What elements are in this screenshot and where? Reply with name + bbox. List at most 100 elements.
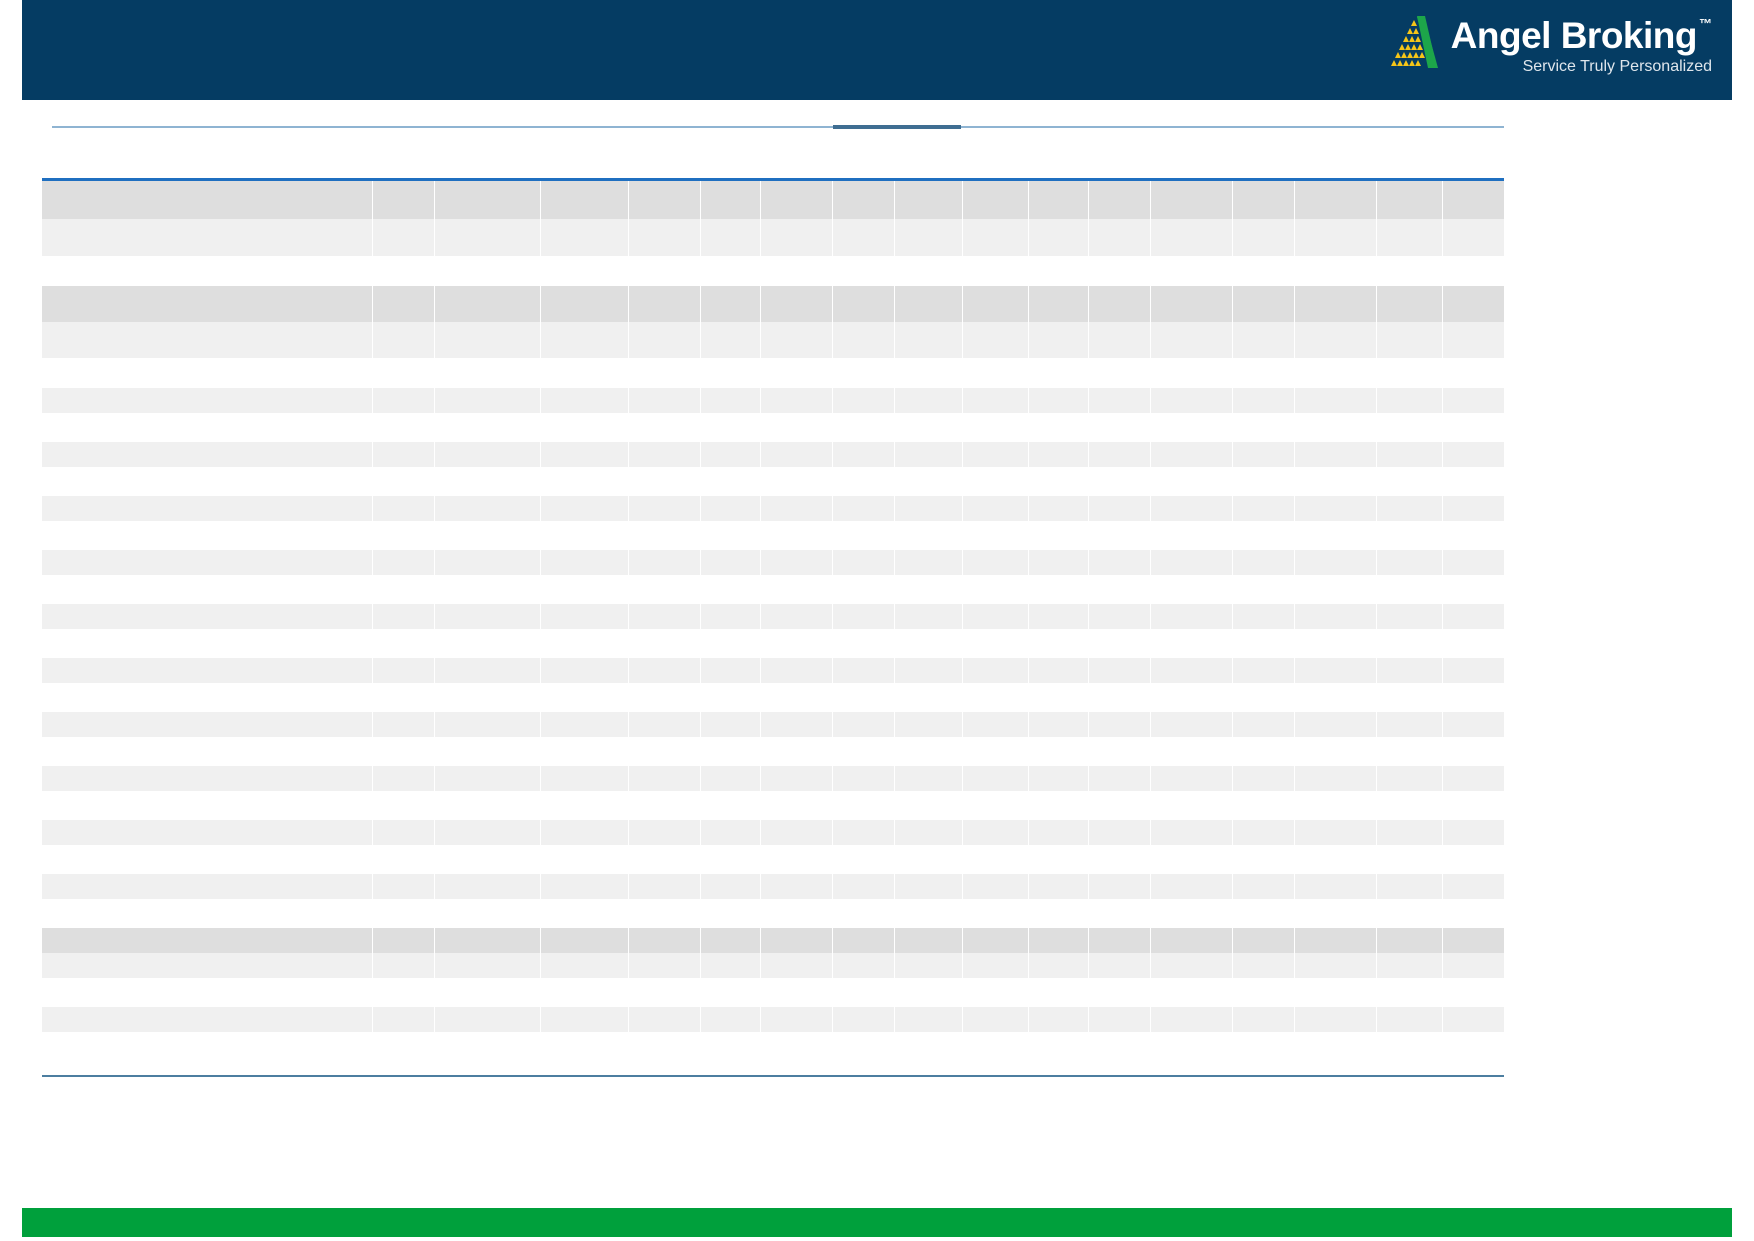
table-cell xyxy=(1294,766,1376,791)
table-cell xyxy=(372,550,434,575)
table-cell xyxy=(1088,874,1150,899)
table-row[interactable] xyxy=(42,181,1504,219)
table-cell xyxy=(1294,181,1376,219)
table-cell xyxy=(962,928,1028,953)
table-cell xyxy=(760,604,832,629)
table-cell xyxy=(1442,712,1504,737)
table-row[interactable] xyxy=(42,322,1504,358)
table-row[interactable] xyxy=(42,496,1504,521)
table-row[interactable] xyxy=(42,953,1504,978)
table-cell xyxy=(1294,953,1376,978)
table-cell xyxy=(1028,322,1088,358)
table-cell xyxy=(1294,322,1376,358)
table-cell xyxy=(434,712,540,737)
table-row[interactable] xyxy=(42,1007,1504,1032)
table-cell xyxy=(1442,1007,1504,1032)
table-cell xyxy=(962,442,1028,467)
table-row[interactable] xyxy=(42,286,1504,322)
table-row[interactable] xyxy=(42,766,1504,791)
table-cell xyxy=(760,496,832,521)
table-row[interactable] xyxy=(42,442,1504,467)
table-cell xyxy=(1232,658,1294,683)
table-row-spacer xyxy=(42,629,1504,658)
footer-bar xyxy=(22,1208,1732,1237)
table-cell xyxy=(700,550,760,575)
table-row[interactable] xyxy=(42,604,1504,629)
table-row[interactable] xyxy=(42,388,1504,413)
table-cell xyxy=(540,604,628,629)
table-cell xyxy=(832,820,894,845)
table-cell xyxy=(1442,286,1504,322)
table-cell xyxy=(832,712,894,737)
table-cell xyxy=(42,766,372,791)
table-cell xyxy=(1028,604,1088,629)
table-cell xyxy=(372,658,434,683)
table-cell xyxy=(1028,496,1088,521)
table-cell xyxy=(1294,1007,1376,1032)
table-cell xyxy=(372,953,434,978)
table-cell xyxy=(894,766,962,791)
table-cell xyxy=(1150,874,1232,899)
table-cell xyxy=(1442,820,1504,845)
table-cell xyxy=(1442,928,1504,953)
table-row-spacer xyxy=(42,791,1504,820)
table-bottom-border xyxy=(42,1075,1504,1077)
table-cell xyxy=(962,388,1028,413)
table-cell xyxy=(760,928,832,953)
table-cell xyxy=(372,928,434,953)
table-row[interactable] xyxy=(42,219,1504,256)
table-cell xyxy=(42,928,372,953)
table-row[interactable] xyxy=(42,874,1504,899)
table-cell xyxy=(700,658,760,683)
table-cell xyxy=(1294,874,1376,899)
table-cell xyxy=(1028,820,1088,845)
table-cell xyxy=(1376,442,1442,467)
table-cell xyxy=(372,496,434,521)
title-divider-accent xyxy=(833,125,961,129)
table-cell xyxy=(1150,219,1232,256)
table-cell xyxy=(832,322,894,358)
table-row[interactable] xyxy=(42,550,1504,575)
table-row[interactable] xyxy=(42,712,1504,737)
table-row[interactable] xyxy=(42,928,1504,953)
table-row-spacer xyxy=(42,467,1504,496)
table-cell xyxy=(760,820,832,845)
table-cell xyxy=(434,550,540,575)
table-cell xyxy=(42,181,372,219)
table-cell xyxy=(894,181,962,219)
table-cell xyxy=(962,712,1028,737)
table-cell xyxy=(1232,219,1294,256)
table-cell xyxy=(1028,1007,1088,1032)
table-cell xyxy=(1376,286,1442,322)
table-cell xyxy=(1028,928,1088,953)
table-cell xyxy=(540,820,628,845)
table-cell xyxy=(540,496,628,521)
table-row[interactable] xyxy=(42,658,1504,683)
table-cell xyxy=(628,181,700,219)
table-cell xyxy=(894,820,962,845)
table-cell xyxy=(1150,953,1232,978)
table-cell xyxy=(1376,219,1442,256)
table-cell xyxy=(962,496,1028,521)
table-cell xyxy=(1150,322,1232,358)
table-cell xyxy=(832,1007,894,1032)
table-cell xyxy=(1088,219,1150,256)
table-row-spacer xyxy=(42,737,1504,766)
table-cell xyxy=(760,286,832,322)
table-cell xyxy=(628,820,700,845)
angel-triangle-logo-icon xyxy=(1387,14,1439,70)
table-cell xyxy=(1442,604,1504,629)
table-cell xyxy=(1376,953,1442,978)
table-cell xyxy=(540,658,628,683)
table-cell xyxy=(1088,712,1150,737)
table-cell xyxy=(1028,181,1088,219)
table-cell xyxy=(42,388,372,413)
table-cell xyxy=(1028,766,1088,791)
data-table xyxy=(42,178,1504,1077)
table-cell xyxy=(894,286,962,322)
table-cell xyxy=(1442,658,1504,683)
table-row[interactable] xyxy=(42,820,1504,845)
table-cell xyxy=(700,388,760,413)
table-cell xyxy=(1088,604,1150,629)
table-cell xyxy=(832,181,894,219)
